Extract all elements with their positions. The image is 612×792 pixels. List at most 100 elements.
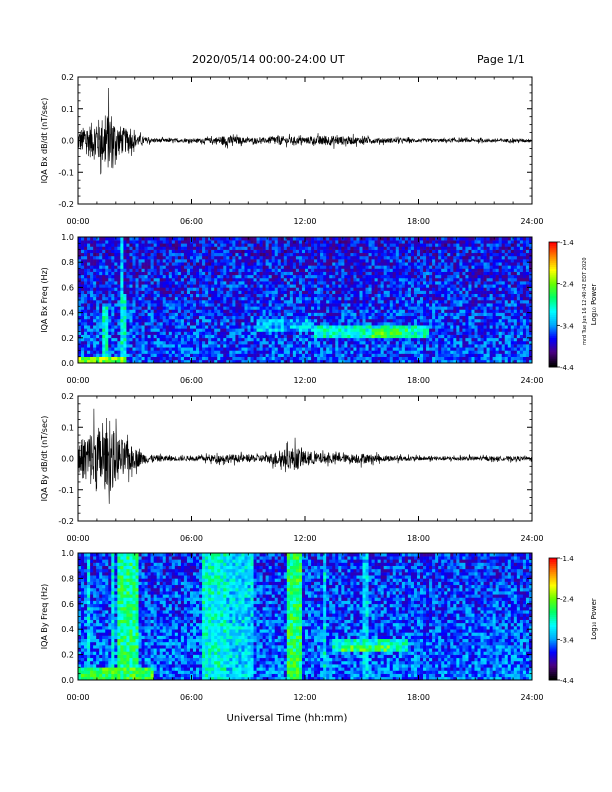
spectrogram-cell bbox=[93, 255, 97, 260]
spectrogram-cell bbox=[332, 353, 336, 357]
spectrogram-cell bbox=[341, 271, 345, 276]
spectrogram-cell bbox=[156, 243, 161, 247]
spectrogram-cell bbox=[326, 356, 330, 361]
spectrogram-cell bbox=[407, 249, 412, 254]
spectrogram-cell bbox=[314, 293, 318, 298]
spectrogram-cell bbox=[129, 300, 133, 304]
spectrogram-cell bbox=[308, 340, 312, 345]
spectrogram-cell bbox=[232, 246, 236, 250]
spectrogram-cell bbox=[208, 262, 212, 266]
spectrogram-cell bbox=[335, 277, 339, 282]
spectrogram-cell bbox=[359, 274, 363, 279]
spectrogram-cell bbox=[144, 306, 148, 310]
spectrogram-cell bbox=[407, 359, 412, 364]
spectrogram-cell bbox=[314, 274, 318, 279]
spectrogram-cell bbox=[259, 356, 263, 361]
spectrogram-cell bbox=[326, 277, 330, 282]
spectrogram-cell bbox=[138, 356, 142, 361]
spectrogram-cell bbox=[350, 303, 354, 307]
spectrogram-cell bbox=[350, 268, 354, 272]
spectrogram-cell bbox=[223, 237, 227, 241]
spectrogram-cell bbox=[226, 268, 230, 272]
spectrogram-cell bbox=[217, 265, 221, 269]
spectrogram-cell bbox=[138, 237, 142, 241]
spectrogram-cell bbox=[395, 328, 400, 332]
spectrogram-cell bbox=[241, 259, 245, 263]
spectrogram-cell bbox=[320, 287, 324, 291]
spectrogram-cell bbox=[153, 337, 157, 342]
spectrogram-cell bbox=[295, 331, 300, 335]
spectrogram-cell bbox=[177, 353, 182, 357]
spectrogram-cell bbox=[374, 309, 378, 313]
spectrogram-cell bbox=[196, 296, 200, 301]
spectrogram-cell bbox=[335, 350, 339, 354]
spectrogram-cell bbox=[186, 284, 191, 288]
spectrogram-cell bbox=[202, 259, 206, 263]
spectrogram-cell bbox=[123, 240, 127, 244]
spectrogram-cell bbox=[438, 318, 442, 323]
spectrogram-cell bbox=[250, 312, 254, 317]
spectrogram-cell bbox=[96, 315, 100, 320]
spectrogram-cell bbox=[123, 293, 127, 298]
spectrogram-cell bbox=[371, 268, 375, 272]
spectrogram-cell bbox=[265, 296, 269, 301]
spectrogram-cell bbox=[156, 252, 161, 257]
spectrogram-cell bbox=[413, 325, 418, 329]
spectrogram-cell bbox=[96, 359, 100, 364]
spectrogram-cell bbox=[177, 359, 182, 364]
spectrogram-cell bbox=[404, 303, 409, 307]
spectrogram-cell bbox=[335, 287, 339, 291]
spectrogram-cell bbox=[432, 331, 436, 335]
spectrogram-cell bbox=[105, 296, 109, 301]
spectrogram-cell bbox=[165, 334, 170, 339]
spectrogram-cell bbox=[350, 334, 354, 339]
spectrogram-cell bbox=[268, 296, 273, 301]
spectrogram-cell bbox=[447, 353, 451, 357]
spectrogram-cell bbox=[244, 284, 248, 288]
spectrogram-cell bbox=[338, 240, 342, 244]
spectrogram-cell bbox=[138, 290, 142, 294]
spectrogram-cell bbox=[156, 347, 161, 351]
spectrogram-cell bbox=[413, 337, 418, 342]
spectrogram-cell bbox=[159, 325, 164, 329]
spectrogram-cell bbox=[232, 300, 236, 304]
spectrogram-cell bbox=[441, 296, 445, 301]
spectrogram-cell bbox=[126, 246, 130, 250]
spectrogram-cell bbox=[241, 337, 245, 342]
spectrogram-cell bbox=[150, 290, 154, 294]
spectrogram-cell bbox=[420, 353, 424, 357]
spectrogram-cell bbox=[256, 331, 260, 335]
spectrogram-cell bbox=[435, 268, 439, 272]
spectrogram-cell bbox=[368, 337, 372, 342]
spectrogram-cell bbox=[314, 246, 318, 250]
spectrogram-cell bbox=[126, 315, 130, 320]
spectrogram-cell bbox=[383, 300, 388, 304]
spectrogram-cell bbox=[386, 243, 391, 247]
spectrogram-cell bbox=[438, 274, 442, 279]
spectrogram-cell bbox=[168, 318, 173, 323]
spectrogram-cell bbox=[90, 268, 94, 272]
spectrogram-cell bbox=[268, 356, 273, 361]
spectrogram-cell bbox=[401, 259, 406, 263]
spectrogram-cell bbox=[301, 300, 306, 304]
spectrogram-cell bbox=[395, 277, 400, 282]
spectrogram-cell bbox=[87, 246, 91, 250]
spectrogram-cell bbox=[311, 306, 315, 310]
spectrogram-cell bbox=[395, 249, 400, 254]
spectrogram-cell bbox=[147, 268, 151, 272]
spectrogram-cell bbox=[208, 309, 212, 313]
spectrogram-cell bbox=[317, 318, 321, 323]
spectrogram-cell bbox=[250, 249, 254, 254]
spectrogram-cell bbox=[386, 347, 391, 351]
spectrogram-cell bbox=[347, 337, 351, 342]
spectrogram-cell bbox=[435, 246, 439, 250]
spectrogram-cell bbox=[84, 281, 88, 285]
spectrogram-cell bbox=[78, 265, 82, 269]
spectrogram-cell bbox=[335, 284, 339, 288]
spectrogram-cell bbox=[383, 325, 388, 329]
spectrogram-cell bbox=[168, 246, 173, 250]
spectrogram-cell bbox=[356, 255, 360, 260]
spectrogram-cell bbox=[368, 290, 372, 294]
spectrogram-cell bbox=[271, 252, 276, 257]
spectrogram-cell bbox=[350, 265, 354, 269]
